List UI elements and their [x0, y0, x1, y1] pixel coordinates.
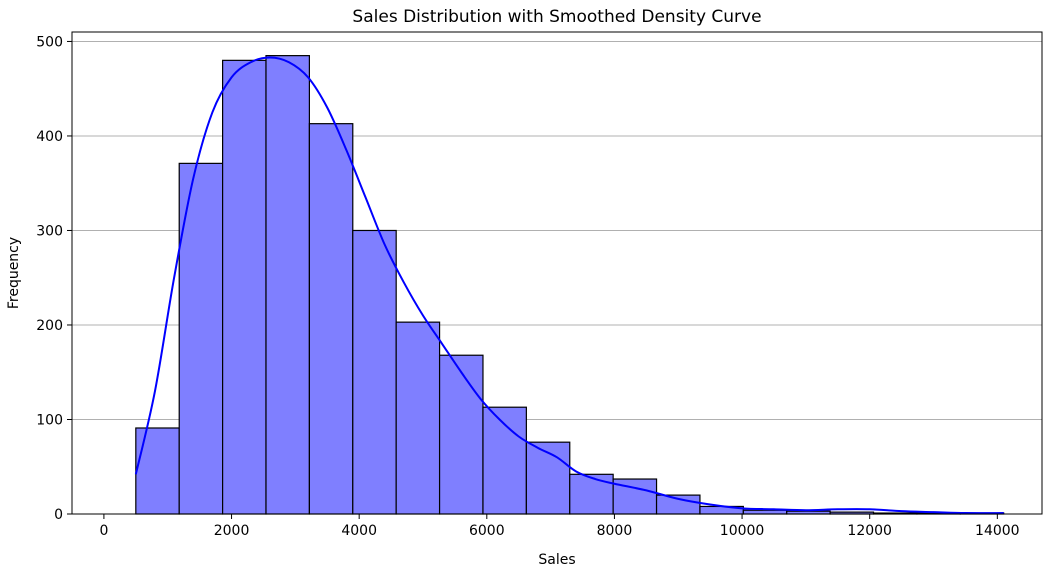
x-tick-label-4: 8000: [597, 523, 633, 539]
x-tick-label-1: 2000: [214, 523, 250, 539]
x-axis-ticks: 0 2000 4000 6000 8000 10000 12000 14000: [99, 514, 1020, 539]
y-axis-label: Frequency: [6, 237, 22, 309]
histogram-bar-7: [438, 354, 484, 515]
plot-area-frame: [71, 31, 1043, 515]
y-axis-ticks: 0 100 200 300 400 500: [36, 34, 72, 523]
y-tick-label-5: 500: [36, 34, 63, 50]
histogram-bar-0: [135, 427, 180, 515]
histogram-bar-3: [265, 55, 310, 515]
histogram-bar-14: [742, 509, 788, 515]
density-curve: [134, 56, 1004, 515]
histogram-bar-4: [308, 123, 354, 515]
y-tick-label-3: 300: [36, 223, 63, 239]
x-tick-label-6: 12000: [847, 523, 892, 539]
histogram-bar-10: [569, 473, 614, 515]
y-tick-label-1: 100: [36, 412, 63, 428]
x-tick-label-5: 10000: [720, 523, 765, 539]
y-tick-label-2: 200: [36, 318, 63, 334]
histogram-bar-6: [395, 321, 441, 515]
y-tick-label-4: 400: [36, 129, 63, 145]
chart-title: Sales Distribution with Smoothed Density…: [352, 7, 761, 27]
x-tick-label-2: 4000: [341, 523, 377, 539]
x-tick-label-3: 6000: [469, 523, 505, 539]
x-tick-label-7: 14000: [975, 523, 1020, 539]
histogram-bar-2: [222, 59, 267, 515]
x-tick-label-0: 0: [99, 523, 108, 539]
histogram-bars: [135, 55, 1005, 515]
histogram-bar-5: [352, 229, 397, 515]
x-axis-label: Sales: [538, 552, 575, 568]
y-tick-label-0: 0: [54, 507, 63, 523]
